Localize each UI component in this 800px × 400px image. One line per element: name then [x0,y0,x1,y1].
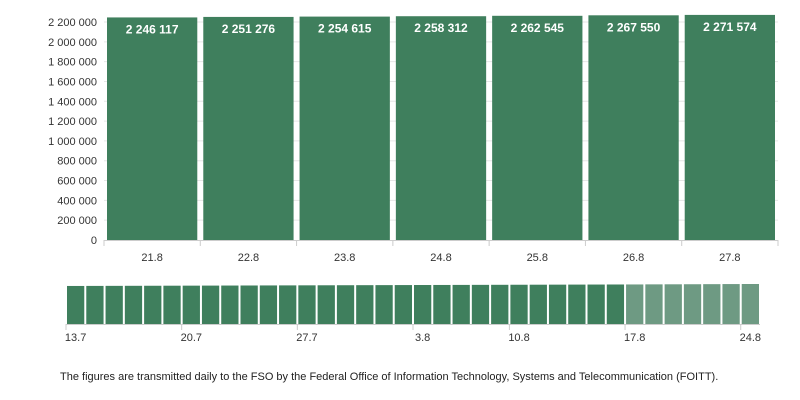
navigator-tick-label: 3.8 [415,332,430,344]
footnote: The figures are transmitted daily to the… [60,371,719,383]
bar [299,16,390,240]
navigator-bar [491,284,509,324]
navigator-bar [587,284,605,324]
navigator-bar [356,285,374,324]
navigator-bar [510,284,528,324]
navigator-bar [317,285,335,324]
y-tick-label: 2 200 000 [48,17,97,29]
navigator-bar [182,285,200,324]
navigator-bar [471,284,490,324]
navigator-bar [375,285,393,324]
navigator-bar [105,285,123,324]
navigator-bar [433,284,451,324]
bar [395,16,487,240]
y-tick-label: 200 000 [57,215,97,227]
x-axis: 21.8 22.8 23.8 24.8 25.8 26.8 27.8 [103,240,779,264]
navigator-axis: 13.7 20.7 27.7 3.8 10.8 17.8 24.8 [65,324,761,344]
x-tick-label: 27.8 [719,252,740,264]
x-tick-label: 25.8 [527,252,548,264]
navigator-bar-selected [645,284,663,324]
navigator-bar [221,285,239,324]
navigator-bar [568,284,586,324]
bar [203,16,294,241]
navigator-bar-selected [664,284,682,324]
y-tick-label: 1 800 000 [48,57,97,69]
navigator-tick-label: 27.7 [296,332,317,344]
navigator-bar [144,285,162,324]
navigator-bar [67,285,85,324]
bar-series: 2 246 117 2 251 276 2 254 615 2 258 312 2 26… [107,14,775,241]
data-label: 2 258 312 [414,21,468,35]
data-label: 2 271 574 [703,20,757,34]
bar [588,15,679,240]
y-tick-label: 2 000 000 [48,37,97,49]
bar [107,17,198,241]
data-label: 2 254 615 [318,22,372,36]
navigator-tick-label: 13.7 [65,332,86,344]
y-tick-label: 1 600 000 [48,76,97,88]
navigator-bar [606,284,625,324]
y-tick-label: 800 000 [57,156,97,168]
navigator-bar-selected [741,284,759,324]
y-tick-label: 600 000 [57,176,97,188]
x-tick-label: 24.8 [430,252,451,264]
navigator-bar [124,285,143,324]
y-tick-label: 1 200 000 [48,116,97,128]
navigator-tick-label: 20.7 [181,332,202,344]
navigator-bar [529,284,547,324]
data-label: 2 267 550 [607,20,661,34]
navigator-tick-label: 24.8 [740,332,761,344]
navigator-bar [414,285,432,324]
x-tick-label: 22.8 [238,252,259,264]
data-label: 2 251 276 [222,22,276,36]
navigator-tick-label: 17.8 [624,332,645,344]
navigator-bar [336,285,355,324]
navigator-bar-selected [703,284,721,324]
navigator-tick-label: 10.8 [508,332,529,344]
navigator-bar [279,285,297,324]
navigator-bar [394,285,412,324]
x-tick-label: 26.8 [623,252,644,264]
navigator-bar [240,285,258,324]
bar [684,14,775,240]
x-tick-label: 21.8 [141,252,162,264]
navigator-bar-selected [683,284,702,324]
data-label: 2 246 117 [126,22,179,36]
navigator-bar [259,285,278,324]
y-axis: 0 200 000 400 000 600 000 800 000 1 000 000 1 … [48,17,97,247]
navigator-bar [86,285,104,324]
y-tick-label: 400 000 [57,195,97,207]
data-label: 2 262 545 [511,21,565,35]
navigator-bar [201,285,220,324]
navigator-bar [298,285,316,324]
bar [492,15,583,241]
navigator-bar [548,284,567,324]
x-tick-label: 23.8 [334,252,355,264]
y-tick-label: 0 [91,235,97,247]
navigator-bar-selected [626,284,644,324]
navigator-bar [163,285,181,324]
range-navigator[interactable] [67,284,759,324]
y-tick-label: 1 000 000 [48,136,97,148]
navigator-bar [452,284,470,324]
navigator-bar-selected [722,284,740,324]
y-tick-label: 1 400 000 [48,96,97,108]
